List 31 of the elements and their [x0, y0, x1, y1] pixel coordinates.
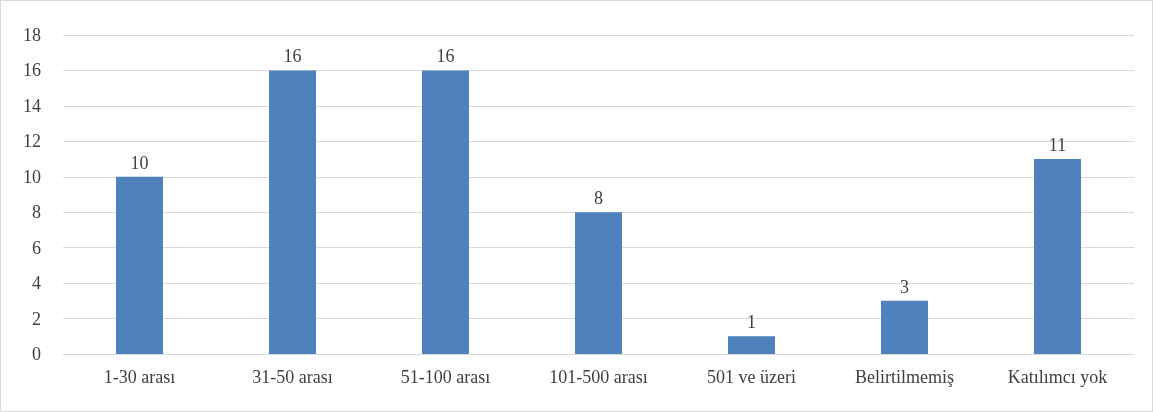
- data-label: 16: [283, 46, 302, 67]
- y-tick-label: 0: [32, 344, 41, 364]
- y-tick-label: 18: [23, 25, 41, 45]
- bar: [422, 70, 469, 354]
- y-tick-label: 10: [23, 166, 41, 187]
- y-tick-label: 14: [23, 95, 41, 116]
- x-tick-label: Belirtilmemiş: [855, 367, 954, 387]
- y-tick-label: 12: [23, 131, 41, 152]
- x-tick-label: 101-500 arası: [549, 367, 648, 387]
- y-tick-label: 16: [23, 60, 41, 81]
- data-label: 10: [130, 152, 149, 173]
- bar: [728, 336, 775, 354]
- x-tick-label: 31-50 arası: [252, 367, 333, 387]
- bar: [575, 212, 622, 354]
- data-label: 11: [1048, 135, 1067, 156]
- bar: [116, 176, 163, 354]
- y-tick-label: 8: [32, 202, 41, 223]
- bar: [269, 70, 316, 354]
- x-tick-label: 51-100 arası: [400, 367, 491, 387]
- y-tick-label: 4: [32, 273, 41, 294]
- x-tick-label: 501 ve üzeri: [707, 367, 796, 387]
- data-label: 1: [747, 312, 756, 333]
- bar: [1034, 159, 1081, 354]
- data-label: 8: [594, 188, 603, 209]
- data-label: 3: [900, 276, 909, 297]
- bar: [881, 300, 928, 354]
- y-tick-label: 2: [32, 308, 41, 329]
- y-tick-label: 6: [32, 237, 41, 258]
- x-tick-label: Katılımcı yok: [1007, 367, 1108, 387]
- data-label: 16: [436, 46, 455, 67]
- x-tick-label: 1-30 arası: [103, 367, 176, 387]
